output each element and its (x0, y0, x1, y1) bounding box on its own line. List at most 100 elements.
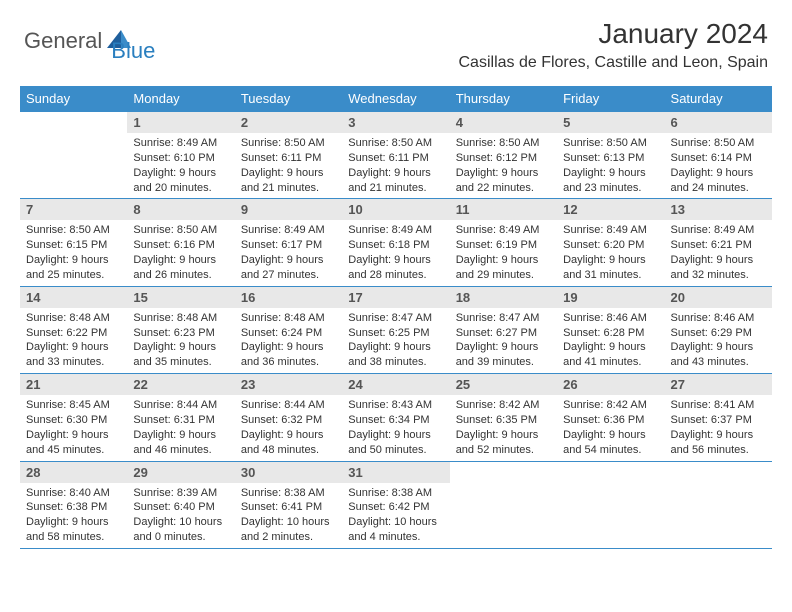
sunrise-text: Sunrise: 8:50 AM (133, 223, 228, 238)
sunrise-text: Sunrise: 8:50 AM (671, 136, 766, 151)
header: General Blue January 2024 Casillas de Fl… (0, 0, 792, 78)
location: Casillas de Flores, Castille and Leon, S… (459, 54, 769, 72)
daylight-text-2: and 50 minutes. (348, 443, 443, 458)
calendar-day-cell: 20Sunrise: 8:46 AMSunset: 6:29 PMDayligh… (665, 286, 772, 373)
daylight-text-1: Daylight: 9 hours (563, 166, 658, 181)
day-number: 10 (342, 199, 449, 220)
day-body: Sunrise: 8:43 AMSunset: 6:34 PMDaylight:… (342, 395, 449, 460)
daylight-text-2: and 36 minutes. (241, 355, 336, 370)
day-body: Sunrise: 8:50 AMSunset: 6:11 PMDaylight:… (235, 133, 342, 198)
calendar-day-cell: 31Sunrise: 8:38 AMSunset: 6:42 PMDayligh… (342, 461, 449, 548)
sunset-text: Sunset: 6:24 PM (241, 326, 336, 341)
sunset-text: Sunset: 6:36 PM (563, 413, 658, 428)
daylight-text-2: and 43 minutes. (671, 355, 766, 370)
sunrise-text: Sunrise: 8:49 AM (348, 223, 443, 238)
sunrise-text: Sunrise: 8:42 AM (456, 398, 551, 413)
calendar-day-cell: 1Sunrise: 8:49 AMSunset: 6:10 PMDaylight… (127, 112, 234, 199)
daylight-text-1: Daylight: 9 hours (563, 428, 658, 443)
daylight-text-2: and 39 minutes. (456, 355, 551, 370)
day-number: 9 (235, 199, 342, 220)
sunrise-text: Sunrise: 8:44 AM (241, 398, 336, 413)
daylight-text-1: Daylight: 9 hours (348, 253, 443, 268)
day-body: Sunrise: 8:45 AMSunset: 6:30 PMDaylight:… (20, 395, 127, 460)
day-body: Sunrise: 8:50 AMSunset: 6:16 PMDaylight:… (127, 220, 234, 285)
day-number: 28 (20, 462, 127, 483)
day-number: 29 (127, 462, 234, 483)
day-body: Sunrise: 8:46 AMSunset: 6:28 PMDaylight:… (557, 308, 664, 373)
sunrise-text: Sunrise: 8:42 AM (563, 398, 658, 413)
sunrise-text: Sunrise: 8:46 AM (563, 311, 658, 326)
sunset-text: Sunset: 6:27 PM (456, 326, 551, 341)
day-number: 19 (557, 287, 664, 308)
sunset-text: Sunset: 6:21 PM (671, 238, 766, 253)
day-body: Sunrise: 8:50 AMSunset: 6:15 PMDaylight:… (20, 220, 127, 285)
day-body: Sunrise: 8:42 AMSunset: 6:36 PMDaylight:… (557, 395, 664, 460)
weekday-header: Saturday (665, 86, 772, 112)
day-body: Sunrise: 8:47 AMSunset: 6:25 PMDaylight:… (342, 308, 449, 373)
calendar-day-cell: 11Sunrise: 8:49 AMSunset: 6:19 PMDayligh… (450, 199, 557, 286)
sunset-text: Sunset: 6:12 PM (456, 151, 551, 166)
calendar-day-cell: 25Sunrise: 8:42 AMSunset: 6:35 PMDayligh… (450, 374, 557, 461)
weekday-header: Wednesday (342, 86, 449, 112)
daylight-text-1: Daylight: 9 hours (133, 253, 228, 268)
daylight-text-1: Daylight: 9 hours (133, 428, 228, 443)
sunset-text: Sunset: 6:19 PM (456, 238, 551, 253)
calendar-table: SundayMondayTuesdayWednesdayThursdayFrid… (20, 86, 772, 549)
daylight-text-1: Daylight: 10 hours (241, 515, 336, 530)
day-number: 18 (450, 287, 557, 308)
sunset-text: Sunset: 6:42 PM (348, 500, 443, 515)
day-body: Sunrise: 8:48 AMSunset: 6:24 PMDaylight:… (235, 308, 342, 373)
calendar-day-cell: 5Sunrise: 8:50 AMSunset: 6:13 PMDaylight… (557, 112, 664, 199)
calendar-week-row: 1Sunrise: 8:49 AMSunset: 6:10 PMDaylight… (20, 112, 772, 199)
daylight-text-1: Daylight: 9 hours (26, 253, 121, 268)
day-number: 5 (557, 112, 664, 133)
daylight-text-1: Daylight: 9 hours (241, 340, 336, 355)
day-body: Sunrise: 8:42 AMSunset: 6:35 PMDaylight:… (450, 395, 557, 460)
title-block: January 2024 Casillas de Flores, Castill… (459, 18, 769, 72)
day-body: Sunrise: 8:47 AMSunset: 6:27 PMDaylight:… (450, 308, 557, 373)
day-number: 17 (342, 287, 449, 308)
sunset-text: Sunset: 6:15 PM (26, 238, 121, 253)
weekday-header: Sunday (20, 86, 127, 112)
day-body: Sunrise: 8:39 AMSunset: 6:40 PMDaylight:… (127, 483, 234, 548)
day-body: Sunrise: 8:46 AMSunset: 6:29 PMDaylight:… (665, 308, 772, 373)
sunset-text: Sunset: 6:30 PM (26, 413, 121, 428)
calendar-week-row: 7Sunrise: 8:50 AMSunset: 6:15 PMDaylight… (20, 199, 772, 286)
day-number: 3 (342, 112, 449, 133)
sunset-text: Sunset: 6:25 PM (348, 326, 443, 341)
day-number: 22 (127, 374, 234, 395)
sunset-text: Sunset: 6:20 PM (563, 238, 658, 253)
sunrise-text: Sunrise: 8:39 AM (133, 486, 228, 501)
calendar-day-cell: 22Sunrise: 8:44 AMSunset: 6:31 PMDayligh… (127, 374, 234, 461)
sunrise-text: Sunrise: 8:48 AM (241, 311, 336, 326)
day-body: Sunrise: 8:38 AMSunset: 6:42 PMDaylight:… (342, 483, 449, 548)
sunset-text: Sunset: 6:38 PM (26, 500, 121, 515)
calendar-day-cell: 16Sunrise: 8:48 AMSunset: 6:24 PMDayligh… (235, 286, 342, 373)
day-number: 1 (127, 112, 234, 133)
day-number: 7 (20, 199, 127, 220)
daylight-text-1: Daylight: 10 hours (133, 515, 228, 530)
day-body: Sunrise: 8:49 AMSunset: 6:20 PMDaylight:… (557, 220, 664, 285)
weekday-header: Thursday (450, 86, 557, 112)
daylight-text-2: and 35 minutes. (133, 355, 228, 370)
sunrise-text: Sunrise: 8:48 AM (133, 311, 228, 326)
day-number: 15 (127, 287, 234, 308)
daylight-text-2: and 0 minutes. (133, 530, 228, 545)
day-number: 20 (665, 287, 772, 308)
daylight-text-2: and 29 minutes. (456, 268, 551, 283)
daylight-text-1: Daylight: 9 hours (241, 253, 336, 268)
sunrise-text: Sunrise: 8:45 AM (26, 398, 121, 413)
sunrise-text: Sunrise: 8:44 AM (133, 398, 228, 413)
calendar-day-cell: 12Sunrise: 8:49 AMSunset: 6:20 PMDayligh… (557, 199, 664, 286)
sunrise-text: Sunrise: 8:49 AM (563, 223, 658, 238)
sunrise-text: Sunrise: 8:49 AM (241, 223, 336, 238)
daylight-text-1: Daylight: 9 hours (348, 166, 443, 181)
daylight-text-1: Daylight: 10 hours (348, 515, 443, 530)
calendar-day-cell: 17Sunrise: 8:47 AMSunset: 6:25 PMDayligh… (342, 286, 449, 373)
sunset-text: Sunset: 6:11 PM (348, 151, 443, 166)
daylight-text-1: Daylight: 9 hours (671, 340, 766, 355)
sunset-text: Sunset: 6:22 PM (26, 326, 121, 341)
calendar-week-row: 28Sunrise: 8:40 AMSunset: 6:38 PMDayligh… (20, 461, 772, 548)
daylight-text-1: Daylight: 9 hours (456, 253, 551, 268)
sunrise-text: Sunrise: 8:43 AM (348, 398, 443, 413)
